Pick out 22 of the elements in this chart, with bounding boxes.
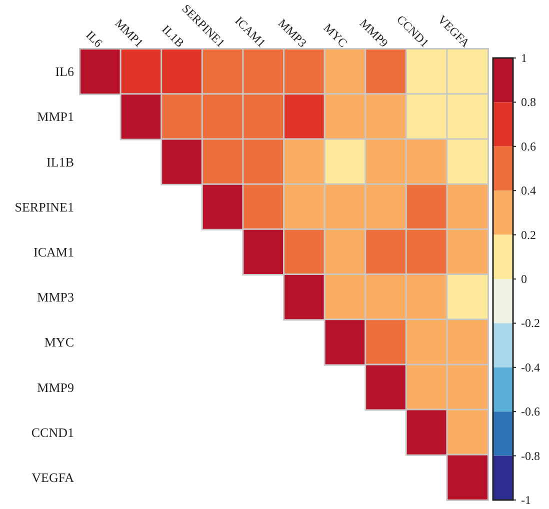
color-bar-label: -1 bbox=[521, 493, 531, 507]
y-tick-label: MMP9 bbox=[37, 380, 74, 395]
y-tick-label: ICAM1 bbox=[34, 244, 74, 260]
y-tick-label: MMP1 bbox=[37, 109, 74, 124]
y-tick-label: SERPINE1 bbox=[14, 199, 74, 214]
y-tick-label: IL6 bbox=[55, 64, 74, 80]
color-bar-label: 0.6 bbox=[521, 139, 536, 154]
y-tick-label: MYC bbox=[44, 334, 74, 350]
color-bar-label: 0.4 bbox=[521, 184, 536, 198]
color-bar-label: -0.4 bbox=[521, 360, 540, 374]
color-bar-label: 0.8 bbox=[521, 95, 536, 110]
color-bar-label: 0.2 bbox=[521, 228, 536, 242]
y-tick-label: MMP3 bbox=[37, 290, 74, 305]
color-bar-label: -0.2 bbox=[521, 316, 540, 330]
y-tick-label: VEGFA bbox=[32, 470, 75, 485]
color-bar-label: 0 bbox=[521, 272, 527, 286]
y-tick-label: CCND1 bbox=[31, 424, 74, 440]
y-tick-label: IL1B bbox=[46, 154, 74, 170]
color-bar-label: -0.8 bbox=[521, 448, 540, 463]
color-bar-label: -0.6 bbox=[521, 404, 540, 419]
color-bar-label: 1 bbox=[521, 51, 527, 65]
x-tick-label: IL6 bbox=[83, 28, 106, 50]
